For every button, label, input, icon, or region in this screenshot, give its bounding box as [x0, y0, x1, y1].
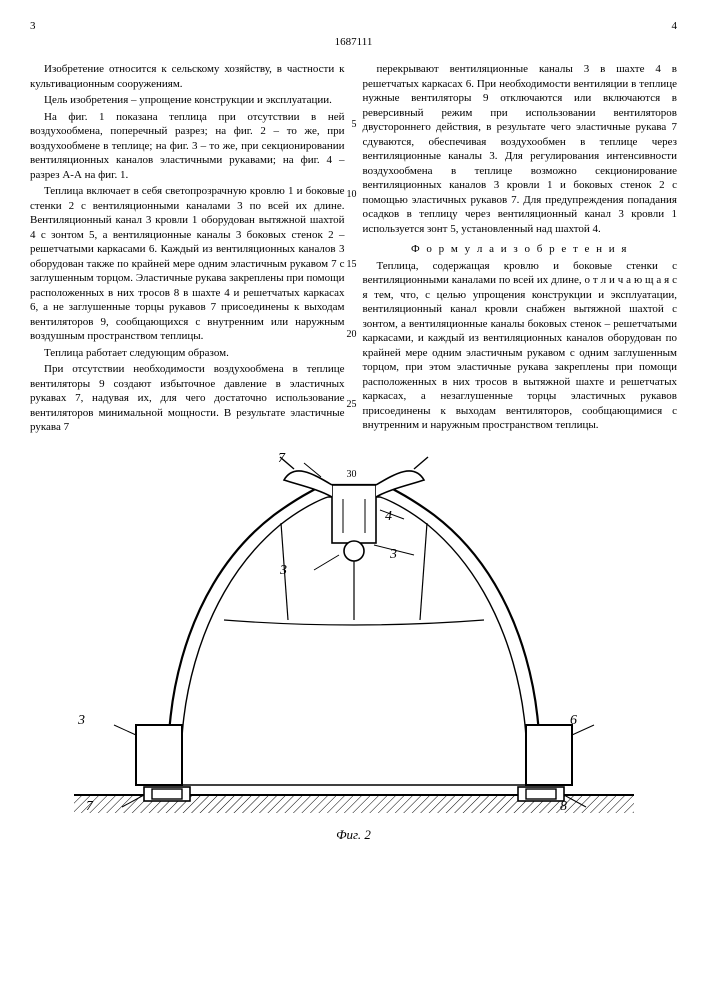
- page-num-left: 3: [30, 20, 36, 32]
- line-num: 10: [347, 188, 357, 201]
- figure-2: 7 4 3 3 3 7 6 8 Фиг. 2: [30, 455, 677, 843]
- callout-3: 3: [78, 713, 85, 729]
- callout-3: 3: [280, 563, 287, 579]
- callout-7: 7: [86, 799, 93, 815]
- para: При отсутствии необходимости воздухообме…: [30, 362, 345, 435]
- callout-4: 4: [385, 509, 392, 525]
- callout-6: 6: [570, 713, 577, 729]
- page-header: 3 4: [30, 20, 677, 32]
- left-column: Изобретение относится к сельскому хозяйс…: [30, 62, 345, 437]
- greenhouse-diagram: [74, 455, 634, 825]
- callout-8: 8: [560, 799, 567, 815]
- line-num: 5: [352, 118, 357, 131]
- document-number: 1687111: [30, 36, 677, 48]
- callout-3: 3: [390, 547, 397, 563]
- para: Изобретение относится к сельскому хозяйс…: [30, 62, 345, 91]
- claims-title: Ф о р м у л а и з о б р е т е н и я: [363, 242, 678, 257]
- text-columns: Изобретение относится к сельскому хозяйс…: [30, 62, 677, 437]
- para: Теплица работает следующим образом.: [30, 346, 345, 361]
- page-num-right: 4: [672, 20, 678, 32]
- para: Теплица, содержащая кровлю и боковые сте…: [363, 259, 678, 433]
- callout-7: 7: [278, 451, 285, 467]
- para: Теплица включает в себя светопрозрачную …: [30, 184, 345, 344]
- line-num: 25: [347, 398, 357, 411]
- line-num: 20: [347, 328, 357, 341]
- para: Цель изобретения – упрощение конструкции…: [30, 93, 345, 108]
- para: перекрывают вентиляционные каналы 3 в ша…: [363, 62, 678, 236]
- figure-caption: Фиг. 2: [30, 827, 677, 843]
- line-num: 15: [347, 258, 357, 271]
- para: На фиг. 1 показана теплица при отсутстви…: [30, 110, 345, 183]
- right-column: перекрывают вентиляционные каналы 3 в ша…: [363, 62, 678, 437]
